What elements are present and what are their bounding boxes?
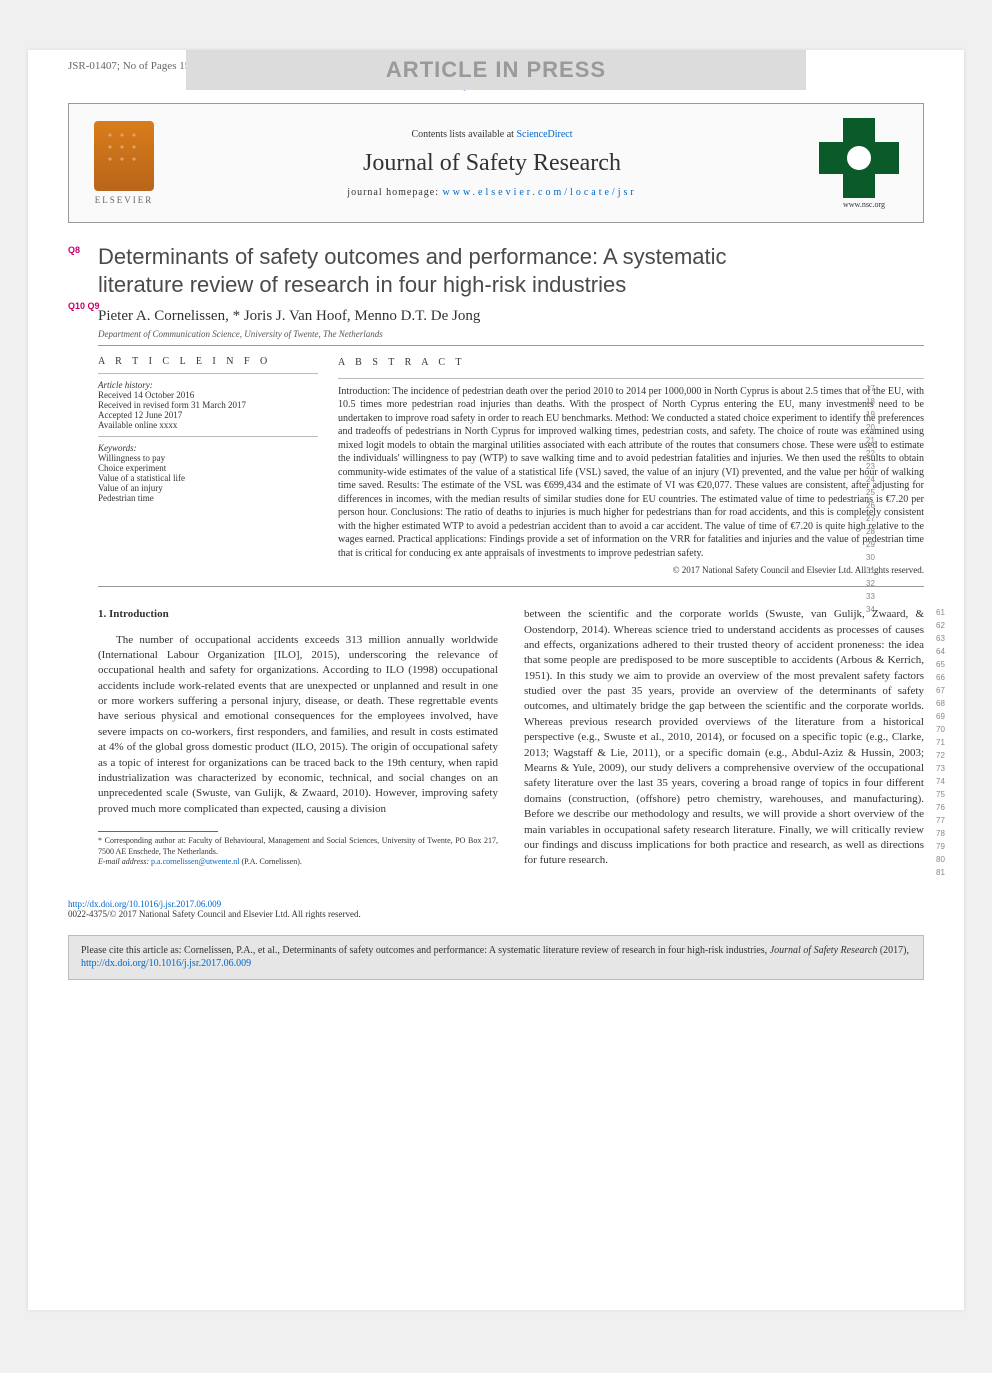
history-online: Available online xxxx xyxy=(98,420,318,430)
abstract-text: Introduction: The incidence of pedestria… xyxy=(338,385,924,561)
history-received: Received 14 October 2016 xyxy=(98,390,318,400)
contents-line: Contents lists available at ScienceDirec… xyxy=(179,129,805,140)
article-in-press-banner: ARTICLE IN PRESS xyxy=(186,50,806,90)
q8-marker: Q8 xyxy=(68,245,80,255)
q10q9-marker: Q10 Q9 xyxy=(68,301,100,311)
email-suffix: (P.A. Cornelissen). xyxy=(241,857,301,866)
keyword: Choice experiment xyxy=(98,463,318,473)
citation-box: Please cite this article as: Cornelissen… xyxy=(68,935,924,980)
nsc-logo: www.nsc.org xyxy=(819,118,909,208)
history-label: Article history: xyxy=(98,380,153,390)
issn-line: 0022-4375/© 2017 National Safety Council… xyxy=(68,909,924,919)
footnote-separator xyxy=(98,831,218,832)
title-line1: Determinants of safety outcomes and perf… xyxy=(98,244,727,269)
footnote-text: * Corresponding author at: Faculty of Be… xyxy=(98,836,498,857)
content-area: Q8 Q10 Q9 Determinants of safety outcome… xyxy=(28,223,964,869)
page: JSR-01407; No of Pages 15 Journal of Saf… xyxy=(28,50,964,1310)
article-title: Determinants of safety outcomes and perf… xyxy=(98,243,924,298)
affiliation: Department of Communication Science, Uni… xyxy=(98,329,924,339)
introduction-paragraph: The number of occupational accidents exc… xyxy=(98,633,498,818)
abstract-line-numbers: 1718 1920 2122 2324 2526 2728 2930 3132 … xyxy=(866,384,884,618)
sciencedirect-link[interactable]: ScienceDirect xyxy=(516,129,572,140)
history-accepted: Accepted 12 June 2017 xyxy=(98,410,318,420)
divider xyxy=(98,586,924,587)
nsc-url[interactable]: www.nsc.org xyxy=(819,200,909,209)
corresponding-author-footnote: * Corresponding author at: Faculty of Be… xyxy=(98,836,498,867)
citation-journal: Journal of Safety Research xyxy=(770,945,878,956)
keyword: Value of an injury xyxy=(98,483,318,493)
history-revised: Received in revised form 31 March 2017 xyxy=(98,400,318,410)
email-link[interactable]: p.a.cornelissen@utwente.nl xyxy=(151,857,239,866)
article-info-column: A R T I C L E I N F O Article history: R… xyxy=(98,356,318,576)
keyword: Willingness to pay xyxy=(98,453,318,463)
header-center: Contents lists available at ScienceDirec… xyxy=(179,129,805,198)
col2-line-numbers: 6162 6364 6566 6768 6970 7172 7374 7576 … xyxy=(936,607,954,880)
abstract-column: A B S T R A C T Introduction: The incide… xyxy=(338,356,924,576)
nsc-circle-icon xyxy=(842,141,876,175)
contents-prefix: Contents lists available at xyxy=(411,129,516,140)
meta-abstract-row: A R T I C L E I N F O Article history: R… xyxy=(98,356,924,576)
journal-header-box: ELSEVIER Contents lists available at Sci… xyxy=(68,103,924,223)
authors: Pieter A. Cornelissen, * Joris J. Van Ho… xyxy=(98,308,924,325)
divider xyxy=(98,345,924,346)
citation-prefix: Please cite this article as: Cornelissen… xyxy=(81,945,770,956)
email-label: E-mail address: xyxy=(98,857,151,866)
journal-name: Journal of Safety Research xyxy=(179,150,805,177)
title-line2: literature review of research in four hi… xyxy=(98,272,626,297)
col2-paragraph: between the scientific and the corporate… xyxy=(524,607,924,869)
homepage-url[interactable]: www.elsevier.com/locate/jsr xyxy=(443,187,637,198)
doi-link[interactable]: http://dx.doi.org/10.1016/j.jsr.2017.06.… xyxy=(68,899,924,909)
doi-block: http://dx.doi.org/10.1016/j.jsr.2017.06.… xyxy=(28,899,964,919)
article-info-heading: A R T I C L E I N F O xyxy=(98,356,318,367)
keyword: Value of a statistical life xyxy=(98,473,318,483)
copyright-line: © 2017 National Safety Council and Elsev… xyxy=(338,564,924,576)
elsevier-tree-icon xyxy=(94,121,154,191)
elsevier-label: ELSEVIER xyxy=(95,195,154,205)
citation-doi-link[interactable]: http://dx.doi.org/10.1016/j.jsr.2017.06.… xyxy=(81,958,251,969)
keyword: Pedestrian time xyxy=(98,493,318,503)
body-column-right: between the scientific and the corporate… xyxy=(524,607,924,869)
citation-year: (2017), xyxy=(880,945,909,956)
body-columns: 1. Introduction The number of occupation… xyxy=(98,607,924,869)
section-1-heading: 1. Introduction xyxy=(98,607,498,622)
body-column-left: 1. Introduction The number of occupation… xyxy=(98,607,498,869)
nsc-cross-icon xyxy=(819,118,899,198)
elsevier-logo: ELSEVIER xyxy=(79,113,169,213)
abstract-heading: A B S T R A C T xyxy=(338,356,924,370)
homepage-prefix: journal homepage: xyxy=(347,187,442,198)
keywords-label: Keywords: xyxy=(98,443,137,453)
homepage-line: journal homepage: www.elsevier.com/locat… xyxy=(179,187,805,198)
